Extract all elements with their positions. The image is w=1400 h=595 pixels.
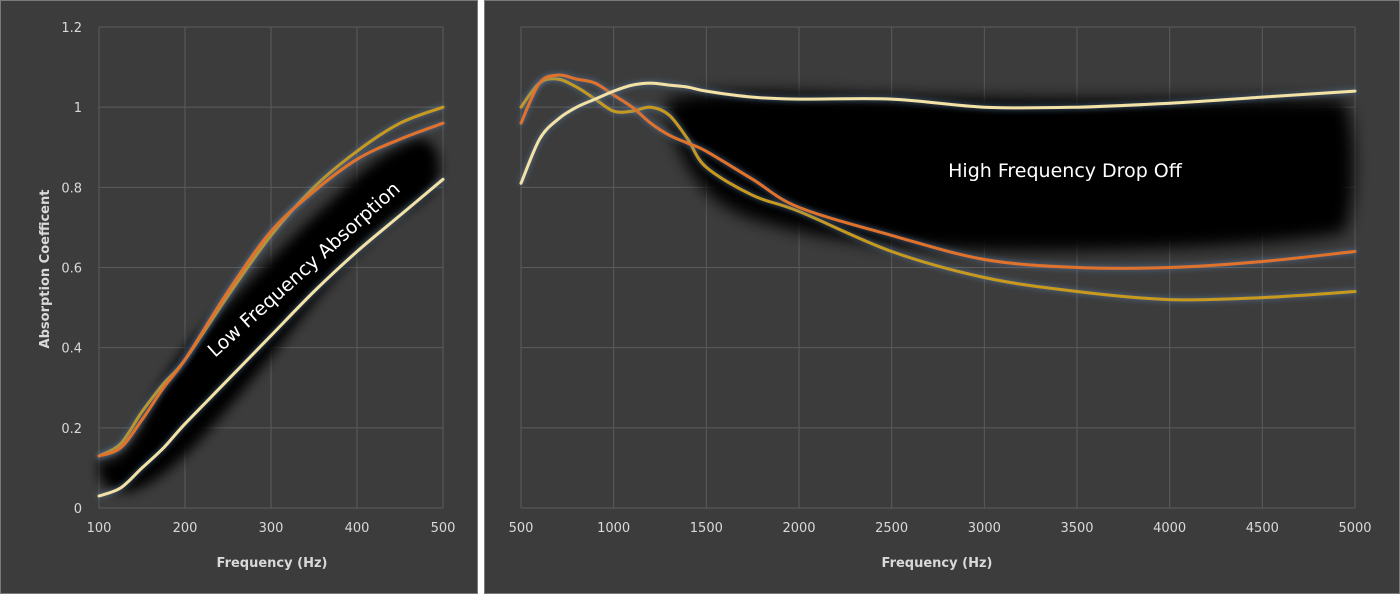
- series-line-1: [519, 77, 1357, 302]
- y-tick-label: 0.4: [61, 342, 82, 357]
- high-frequency-annotation: High Frequency Drop Off: [948, 160, 1183, 182]
- x-tick-label: 1000: [597, 521, 630, 536]
- y-axis-title: Absorption Coefficent: [38, 190, 53, 349]
- y-tick-label: 0: [74, 502, 82, 517]
- series-line-2: [519, 73, 1357, 270]
- high-frequency-chart: 500 1000 1500 2000 2500 3000 3500 4000 4500 5000 …: [509, 26, 1372, 571]
- y-tick-label: 0.2: [61, 422, 82, 437]
- x-axis-title: Frequency (Hz): [217, 556, 328, 571]
- x-tick-label: 100: [87, 521, 112, 536]
- high-frequency-highlight-band: [665, 91, 1354, 251]
- x-tick-label: 500: [431, 521, 456, 536]
- series-line-3: [519, 81, 1357, 185]
- x-tick-label: 2000: [782, 521, 815, 536]
- low-frequency-annotation: Low Frequency Absorption: [204, 178, 405, 362]
- x-tick-label: 5000: [1338, 521, 1371, 536]
- low-frequency-chart: 100 200 300 400 500 0 0.2 0.4 0.6 0.8 1 1.2 Low Fre…: [38, 21, 456, 571]
- y-tick-label: 1: [74, 101, 82, 116]
- x-tick-label: 3500: [1060, 521, 1093, 536]
- x-tick-label: 500: [509, 521, 534, 536]
- x-tick-label: 4500: [1246, 521, 1279, 536]
- x-tick-label: 4000: [1153, 521, 1186, 536]
- y-tick-label: 1.2: [61, 21, 82, 36]
- high-frequency-chart-panel: 500 1000 1500 2000 2500 3000 3500 4000 4500 5000 …: [484, 0, 1400, 594]
- x-tick-label: 400: [345, 521, 370, 536]
- x-tick-label: 1500: [690, 521, 723, 536]
- y-tick-label: 0.8: [61, 181, 82, 196]
- x-axis-title: Frequency (Hz): [882, 556, 993, 571]
- series-line-3: [97, 177, 445, 498]
- low-frequency-chart-panel: 100 200 300 400 500 0 0.2 0.4 0.6 0.8 1 1.2 Low Fre…: [0, 0, 478, 594]
- x-tick-label: 200: [173, 521, 198, 536]
- x-tick-label: 2500: [875, 521, 908, 536]
- x-tick-label: 300: [259, 521, 284, 536]
- series-line-1: [97, 105, 445, 458]
- x-tick-label: 3000: [968, 521, 1001, 536]
- low-frequency-highlight-band: [98, 139, 440, 492]
- y-tick-label: 0.6: [61, 262, 82, 277]
- series-line-2: [97, 121, 445, 458]
